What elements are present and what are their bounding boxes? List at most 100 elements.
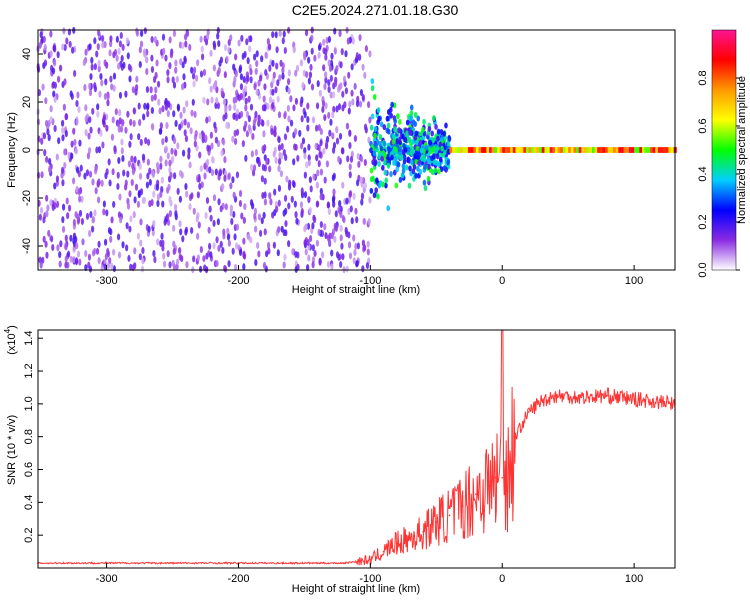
- heatmap-cell: [78, 195, 82, 203]
- heatmap-cell: [390, 101, 394, 108]
- heatmap-cell: [42, 216, 46, 224]
- heatmap-cell: [41, 256, 45, 264]
- heatmap-cell: [138, 172, 143, 180]
- heatmap-cell: [192, 255, 196, 263]
- snr-point: [508, 465, 510, 468]
- snr-point: [461, 504, 464, 507]
- heatmap-cell: [161, 138, 165, 146]
- svg-text:(x104): (x104): [3, 325, 18, 355]
- y-tick-label: 0: [21, 147, 33, 153]
- heatmap-cell: [344, 226, 348, 234]
- heatmap-cell: [88, 229, 92, 237]
- heatmap-cell: [42, 235, 46, 243]
- heatmap-cell: [554, 147, 559, 153]
- heatmap-cell: [478, 147, 482, 153]
- heatmap-cell: [319, 220, 323, 228]
- heatmap-cell: [295, 217, 299, 225]
- heatmap-cell: [316, 169, 320, 177]
- heatmap-cell: [95, 146, 99, 154]
- snr-point: [382, 550, 385, 553]
- heatmap-cell: [184, 135, 189, 143]
- heatmap-cell: [106, 93, 110, 101]
- heatmap-cell: [161, 105, 165, 113]
- heatmap-cell: [171, 259, 175, 267]
- heatmap-cell: [333, 47, 337, 55]
- heatmap-cell: [452, 147, 456, 153]
- heatmap-cell: [277, 184, 282, 192]
- heatmap-cell: [138, 253, 142, 261]
- heatmap-cell: [208, 166, 212, 174]
- heatmap-cell: [324, 53, 328, 61]
- y-tick-label: -20: [21, 190, 33, 206]
- heatmap-cell: [398, 145, 403, 152]
- heatmap-cell: [146, 110, 150, 118]
- heatmap-cell: [166, 250, 170, 258]
- heatmap-cell: [330, 263, 334, 271]
- heatmap-cell: [284, 229, 288, 237]
- heatmap-cell: [77, 188, 81, 196]
- heatmap-cell: [69, 234, 73, 242]
- heatmap-cell: [145, 56, 149, 64]
- heatmap-cell: [312, 173, 316, 181]
- heatmap-cell: [185, 100, 189, 108]
- heatmap-cell: [647, 147, 651, 153]
- y-tick-label: 0.6: [23, 462, 35, 477]
- heatmap-cell: [578, 147, 582, 153]
- heatmap-cell: [149, 86, 153, 94]
- heatmap-cell: [191, 98, 195, 106]
- heatmap-cell: [112, 248, 116, 256]
- heatmap-cell: [78, 258, 82, 266]
- heatmap-cell: [180, 83, 185, 91]
- heatmap-cell: [350, 63, 354, 71]
- heatmap-cell: [204, 211, 208, 219]
- heatmap-cell: [129, 215, 133, 223]
- heatmap-cell: [360, 198, 364, 206]
- heatmap-cell: [150, 94, 154, 102]
- heatmap-cell: [260, 55, 264, 63]
- heatmap-cell: [335, 137, 340, 145]
- snr-y-multiplier-exponent: 4: [3, 328, 12, 333]
- heatmap-cell: [76, 250, 81, 258]
- heatmap-cell: [376, 107, 381, 114]
- heatmap-cell: [306, 222, 311, 230]
- heatmap-cell: [272, 150, 276, 158]
- heatmap-cell: [103, 92, 107, 100]
- heatmap-cell: [308, 176, 313, 184]
- heatmap-cell: [164, 97, 168, 105]
- heatmap-cell: [99, 129, 103, 137]
- heatmap-cell: [227, 173, 231, 181]
- heatmap-cell: [303, 152, 307, 160]
- heatmap-cell: [91, 249, 96, 257]
- heatmap-cell: [364, 126, 368, 134]
- heatmap-cell: [362, 176, 366, 184]
- heatmap-cell: [657, 147, 661, 153]
- heatmap-cell: [333, 27, 337, 35]
- colorbar-tick-label: 0.0: [697, 262, 709, 277]
- heatmap-cell: [193, 110, 197, 118]
- heatmap-cell: [216, 102, 221, 110]
- heatmap-cell: [294, 211, 298, 219]
- heatmap-cell: [252, 164, 257, 172]
- heatmap-cell: [239, 110, 244, 118]
- heatmap-cell: [174, 66, 178, 74]
- heatmap-cell: [156, 167, 160, 175]
- heatmap-cell: [257, 114, 261, 122]
- heatmap-cell: [249, 76, 253, 84]
- heatmap-cell: [363, 182, 367, 190]
- heatmap-cell: [346, 155, 350, 163]
- heatmap-cell: [167, 183, 171, 191]
- heatmap-cell: [301, 137, 306, 145]
- heatmap-cell: [168, 196, 172, 204]
- heatmap-cell: [281, 72, 285, 80]
- heatmap-cell: [599, 147, 603, 153]
- heatmap-cell: [235, 223, 240, 231]
- heatmap-cell: [219, 56, 224, 64]
- heatmap-cell: [315, 239, 319, 247]
- heatmap-cell: [201, 53, 205, 61]
- heatmap-cell: [162, 252, 166, 260]
- heatmap-cell: [36, 118, 41, 126]
- heatmap-cell: [324, 102, 328, 110]
- heatmap-cell: [168, 62, 172, 70]
- heatmap-cell: [358, 100, 363, 108]
